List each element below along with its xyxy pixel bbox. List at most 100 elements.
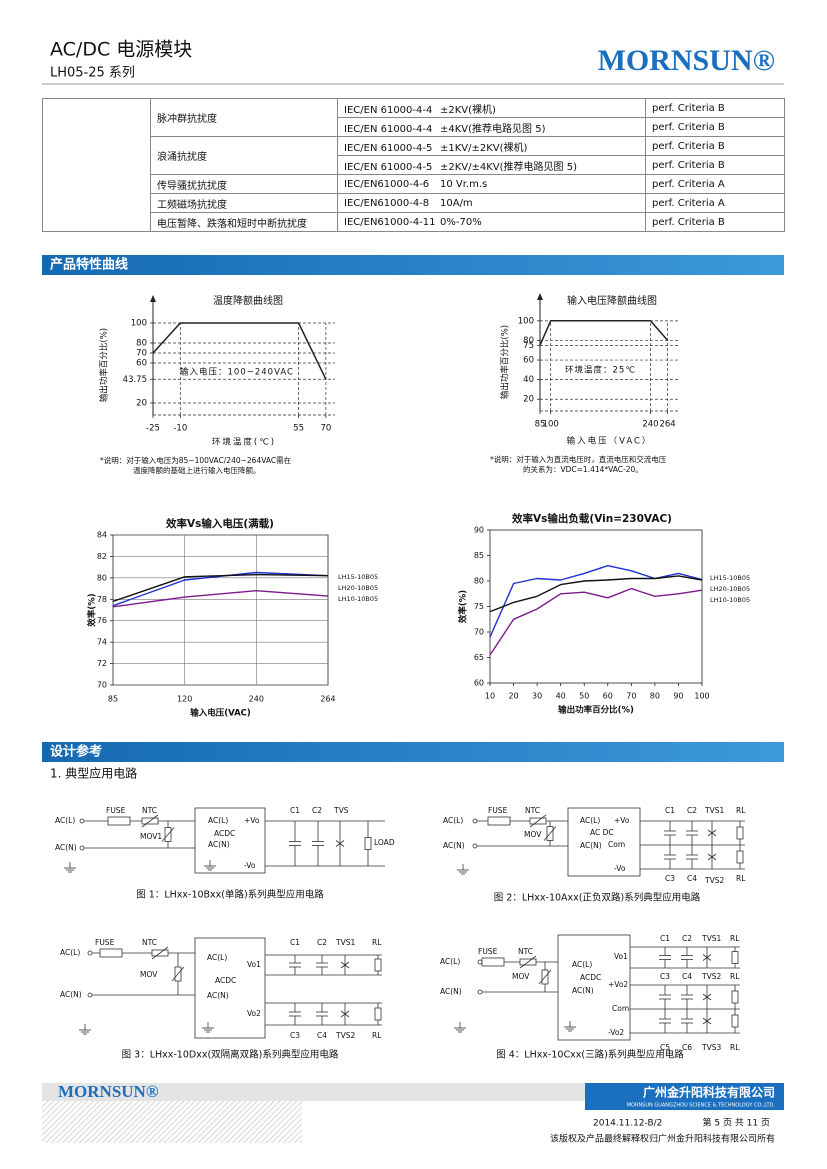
x-axis-label: 输出功率百分比(%) bbox=[558, 705, 634, 716]
footer-logo: MORNSUN® bbox=[58, 1082, 159, 1101]
circuit-label: C3 bbox=[290, 1031, 300, 1040]
y-tick-label: 20 bbox=[523, 395, 534, 405]
x-axis-label: 输入电压（VAC） bbox=[567, 436, 653, 447]
section-title: 产品特性曲线 bbox=[50, 257, 128, 273]
company-name: 广州金升阳科技有限公司 bbox=[643, 1085, 775, 1100]
data-line bbox=[489, 587, 703, 656]
standard: IEC/EN 61000-4-4 bbox=[344, 123, 433, 135]
table-row: 浪涌抗扰度 IEC/EN 61000-4-5 ±1KV/±2KV(裸机) perf. … bbox=[43, 136, 785, 175]
circuit-label: C4 bbox=[682, 972, 692, 981]
section-bar bbox=[42, 742, 784, 762]
circuit-label: C3 bbox=[665, 874, 675, 883]
terminal bbox=[472, 818, 478, 824]
load bbox=[731, 990, 739, 1004]
circuit-label: Com bbox=[608, 840, 625, 849]
company-bar bbox=[585, 1083, 784, 1110]
item-cell: 浪涌抗扰度 bbox=[150, 136, 338, 175]
circuit-label: C1 bbox=[290, 806, 300, 815]
circuit-label: AC(L) bbox=[443, 816, 463, 825]
y-tick-label: 72 bbox=[97, 659, 107, 668]
item-cell: 工频磁场抗扰度 bbox=[150, 193, 338, 213]
chart-title: 输入电压降额曲线图 bbox=[567, 294, 657, 307]
circuit-caption: 图 4：LHxx-10Cxx(三路)系列典型应用电路 bbox=[496, 1049, 684, 1061]
y-tick-label: 82 bbox=[97, 552, 107, 561]
terminal bbox=[472, 843, 478, 849]
circuit-label: C2 bbox=[682, 934, 692, 943]
copyright: 该版权及产品最终解释权归广州金升阳科技有限公司所有 bbox=[550, 1133, 775, 1145]
wire bbox=[519, 955, 537, 969]
circuit-label: Com bbox=[612, 1004, 629, 1013]
terminal bbox=[87, 992, 93, 998]
terminal bbox=[79, 845, 85, 851]
load bbox=[731, 951, 739, 964]
criteria-cell: perf. Criteria B bbox=[645, 98, 785, 118]
circuit-label: FUSE bbox=[478, 947, 498, 956]
standard: IEC/EN 61000-4-5 bbox=[344, 161, 433, 173]
wire bbox=[702, 993, 712, 1001]
footnote: 温度降额的基础上进行输入电压降额。 bbox=[133, 465, 261, 475]
y-tick-label: 76 bbox=[97, 616, 107, 625]
doc-subtitle: LH05-25 系列 bbox=[50, 66, 135, 81]
circuit-label: RL bbox=[736, 874, 746, 883]
circuit-label: C3 bbox=[660, 972, 670, 981]
data-line bbox=[489, 565, 703, 638]
standard-cell: IEC/EN61000-4-8 10A/m bbox=[337, 193, 646, 213]
wire bbox=[340, 1010, 350, 1018]
circuit-label: AC(N) bbox=[443, 841, 465, 850]
circuit-label: +Vo bbox=[614, 816, 630, 825]
y-tick-label: 60 bbox=[523, 356, 534, 366]
circuit-label: -Vo2 bbox=[608, 1028, 624, 1037]
y-tick-label: 70 bbox=[136, 349, 147, 359]
x-tick-label: 264 bbox=[320, 695, 335, 704]
data-line bbox=[112, 571, 329, 607]
criteria-cell: perf. Criteria B bbox=[645, 155, 785, 175]
circuit-diagram: AC(L) AC(N) FUSE NTC MOV AC(L) AC(N) ACDC Vo1 Vo2… bbox=[60, 937, 382, 1040]
module bbox=[194, 937, 266, 1039]
data-line bbox=[152, 322, 327, 380]
circuit-label: FUSE bbox=[106, 806, 126, 815]
circuit-label: AC(L) bbox=[55, 816, 75, 825]
terminal bbox=[79, 818, 85, 824]
data-line bbox=[112, 590, 329, 608]
standard: IEC/EN 61000-4-5 bbox=[344, 142, 433, 154]
circuit-label: C2 bbox=[317, 938, 327, 947]
x-tick-label: 80 bbox=[650, 692, 660, 701]
circuit-label: TVS bbox=[333, 806, 349, 815]
circuit-label: RL bbox=[730, 934, 740, 943]
data-line bbox=[489, 575, 703, 613]
x-tick-label: 240 bbox=[249, 695, 264, 704]
circuit-label: C1 bbox=[660, 934, 670, 943]
x-tick-label: 60 bbox=[603, 692, 613, 701]
circuit-label: MOV1 bbox=[140, 832, 162, 841]
circuit-label: TVS2 bbox=[701, 972, 721, 981]
legend-entry: LH10-10B05 bbox=[338, 595, 378, 603]
terminal bbox=[477, 989, 483, 995]
y-tick-label: 85 bbox=[474, 551, 484, 560]
standard-cell: IEC/EN61000-4-6 10 Vr.m.s bbox=[337, 174, 646, 194]
standard-cell: IEC/EN 61000-4-4 ±4KV(推荐电路见图 5) bbox=[337, 117, 646, 137]
y-tick-label: 43.75 bbox=[123, 375, 147, 385]
y-tick-label: 60 bbox=[474, 679, 484, 688]
wire bbox=[702, 954, 712, 961]
circuit-label: NTC bbox=[525, 806, 540, 815]
terminal bbox=[87, 950, 93, 956]
y-tick-label: 75 bbox=[523, 341, 534, 351]
circuit-label: C4 bbox=[687, 874, 697, 883]
circuit-label: NTC bbox=[518, 947, 533, 956]
y-tick-label: 75 bbox=[474, 602, 484, 611]
axis-arrow bbox=[150, 295, 156, 302]
chart-title: 效率Vs输入电压(满载) bbox=[166, 517, 274, 530]
circuit-caption: 图 2：LHxx-10Axx(正负双路)系列典型应用电路 bbox=[494, 892, 701, 904]
test-level: ±2KV(裸机) bbox=[440, 104, 496, 116]
wire bbox=[161, 827, 175, 842]
y-tick-label: 70 bbox=[474, 628, 484, 637]
load bbox=[374, 958, 382, 972]
x-tick-label: 70 bbox=[320, 424, 331, 434]
x-tick-label: 70 bbox=[626, 692, 636, 701]
terminal bbox=[477, 959, 483, 965]
circuit-label: TVS2 bbox=[704, 876, 724, 885]
circuit-label: Vo1 bbox=[614, 952, 628, 961]
circuit-label: -Vo bbox=[614, 864, 626, 873]
y-tick-label: 65 bbox=[474, 653, 484, 662]
